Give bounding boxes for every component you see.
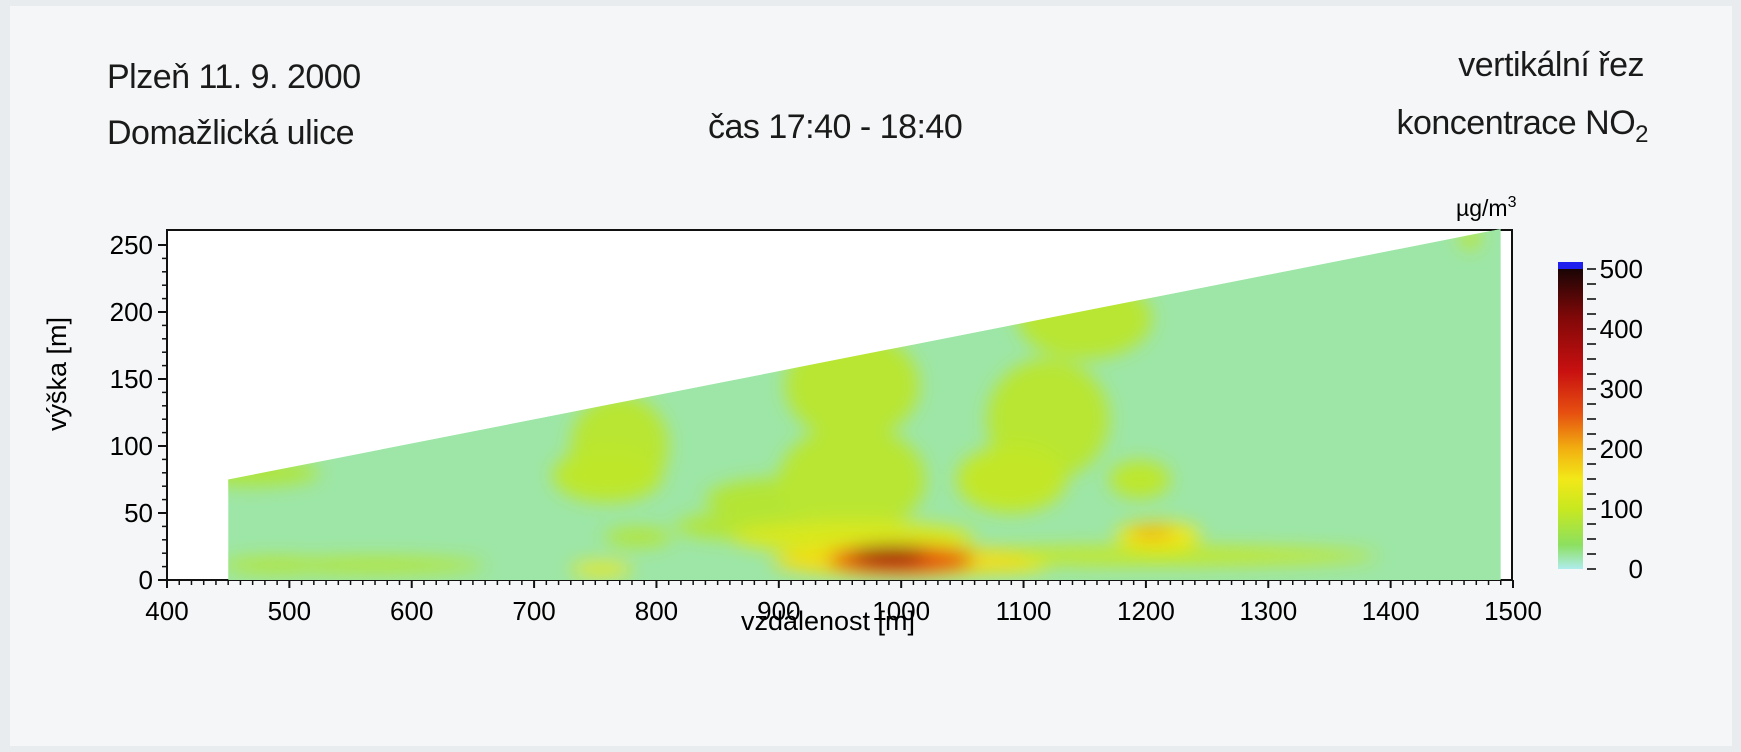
y-tick-label: 100	[110, 431, 153, 461]
colorbar-unit-sup: 3	[1508, 194, 1517, 211]
concentration-label: koncentrace NO2	[1396, 104, 1648, 149]
figure-canvas: Plzeň 11. 9. 2000 Domažlická ulice čas 1…	[10, 6, 1732, 746]
colorbar-tick-label: 300	[1600, 374, 1643, 404]
concentration-text: koncentrace NO	[1396, 104, 1636, 142]
y-tick-label: 0	[139, 565, 153, 595]
x-tick-label: 800	[635, 596, 678, 626]
y-tick-label: 250	[110, 230, 153, 260]
colorbar: µg/m3 0 100 200 300 400 500	[1456, 194, 1643, 584]
colorbar-overflow	[1558, 262, 1583, 269]
axes: 400 500 600 700 800 900 1000 1100 1200 1300 1400 15…	[110, 230, 1542, 626]
x-tick-label: 1400	[1362, 596, 1420, 626]
concentration-region	[603, 527, 673, 547]
concentration-region	[1130, 526, 1175, 540]
time-range: čas 17:40 - 18:40	[708, 108, 963, 146]
x-tick-label: 500	[268, 596, 311, 626]
concentration-region	[1109, 460, 1171, 499]
location-date: Plzeň 11. 9. 2000	[107, 58, 361, 96]
colorbar-ticks: 0 100 200 300 400 500	[1587, 254, 1643, 584]
colorbar-tick-label: 200	[1600, 434, 1643, 464]
concentration-subscript: 2	[1635, 120, 1648, 148]
colorbar-tick-label: 0	[1629, 554, 1643, 584]
x-tick-label: 1200	[1117, 596, 1175, 626]
colorbar-tick-label: 400	[1600, 314, 1643, 344]
concentration-region	[852, 545, 926, 567]
concentration-region	[570, 562, 632, 576]
concentration-region	[552, 448, 663, 503]
y-tick-label: 50	[124, 498, 153, 528]
no2-vertical-section-chart: 400 500 600 700 800 900 1000 1100 1200 1300 1400 15…	[42, 194, 1643, 636]
y-tick-label: 150	[110, 364, 153, 394]
x-tick-label: 600	[390, 596, 433, 626]
colorbar-tick-label: 500	[1600, 254, 1643, 284]
colorbar-unit-text: µg/m	[1456, 195, 1508, 221]
x-tick-label: 1500	[1484, 596, 1542, 626]
y-tick-label: 200	[110, 297, 153, 327]
concentration-region	[778, 425, 926, 534]
x-tick-label: 1300	[1239, 596, 1297, 626]
concentration-region	[729, 521, 975, 554]
x-tick-label: 1100	[996, 596, 1052, 626]
y-axis-label: výška [m]	[42, 317, 72, 431]
concentration-region	[956, 446, 1067, 513]
colorbar-tick-label: 100	[1600, 494, 1643, 524]
x-axis-label: vzdálenost [m]	[741, 606, 915, 636]
concentration-region	[264, 557, 486, 574]
x-tick-label: 400	[145, 596, 188, 626]
colorbar-scale	[1558, 269, 1583, 569]
x-tick-label: 1000	[872, 596, 930, 626]
street-name: Domažlická ulice	[107, 114, 355, 152]
section-label: vertikální řez	[1458, 46, 1644, 84]
x-tick-label: 900	[757, 596, 800, 626]
colorbar-unit: µg/m3	[1456, 194, 1517, 221]
x-tick-label: 700	[512, 596, 555, 626]
